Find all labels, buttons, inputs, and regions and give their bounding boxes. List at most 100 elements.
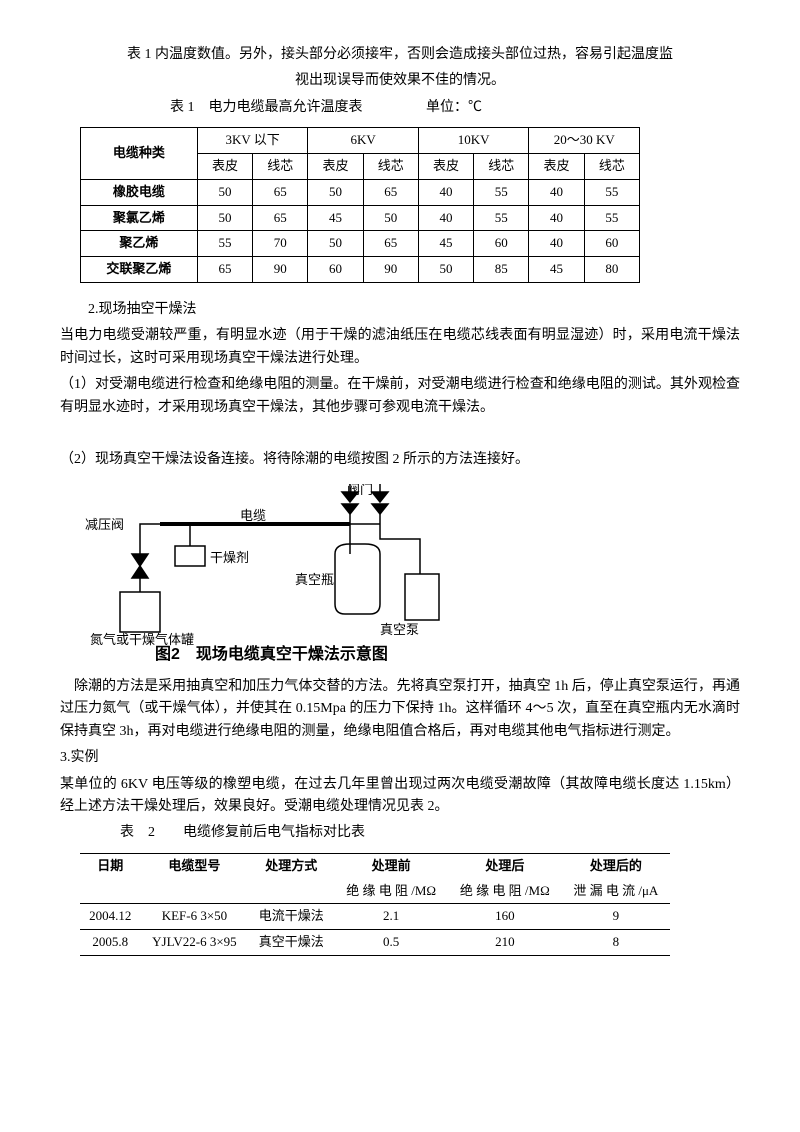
lbl-cable: 电缆 <box>240 508 266 523</box>
t1-cell: 55 <box>197 231 252 257</box>
t1-cell: 55 <box>474 205 529 231</box>
t2sh: 绝 缘 电 阻 /MΩ <box>448 879 562 904</box>
t1-sh: 线芯 <box>363 153 418 179</box>
t2-cell: 电流干燥法 <box>248 904 334 930</box>
t1-cell: 90 <box>253 257 308 283</box>
t1-cell: 65 <box>363 231 418 257</box>
t2h: 处理后的 <box>562 853 670 878</box>
t1-cell: 40 <box>418 205 473 231</box>
t2-cell: KEF-6 3×50 <box>141 904 249 930</box>
t1-cell: 50 <box>308 179 363 205</box>
t1-cell: 70 <box>253 231 308 257</box>
table1-head: 电缆种类 3KV 以下 6KV 10KV 20～30 KV 表皮线芯 表皮线芯 … <box>81 128 640 180</box>
table1-caption-row: 表 1 电力电缆最高允许温度表 单位：℃ <box>60 97 740 119</box>
table-row: 交联聚乙烯6590609050854580 <box>81 257 640 283</box>
t1-cell: 50 <box>197 179 252 205</box>
t1-cell: 80 <box>584 257 639 283</box>
lbl-gas: 氮气或干燥气体罐 <box>90 632 194 647</box>
table1: 电缆种类 3KV 以下 6KV 10KV 20～30 KV 表皮线芯 表皮线芯 … <box>80 127 640 283</box>
sec3-p1: 某单位的 6KV 电压等级的橡塑电缆，在过去几年里曾出现过两次电缆受潮故障（其故… <box>60 774 740 819</box>
figure2-diagram: 阀门 减压阀 电缆 干燥剂 氮气或干燥气体罐 真空瓶 真空泵 图2 现场电缆真空… <box>80 484 740 672</box>
t1-cell: 65 <box>197 257 252 283</box>
lbl-pump: 真空泵 <box>380 622 419 637</box>
t2-cell: 2004.12 <box>80 904 141 930</box>
lbl-valve: 阀门 <box>347 484 373 497</box>
table1-unit: 单位：℃ <box>426 100 482 115</box>
t1-h-g4: 20～30 KV <box>529 128 640 154</box>
table1-caption: 表 1 电力电缆最高允许温度表 <box>170 100 363 115</box>
t1-cell: 40 <box>529 179 584 205</box>
table2: 日期 电缆型号 处理方式 处理前 处理后 处理后的 绝 缘 电 阻 /MΩ 绝 … <box>80 853 670 956</box>
t1-rowname: 橡胶电缆 <box>81 179 198 205</box>
t1-sh: 表皮 <box>418 153 473 179</box>
t1-cell: 55 <box>474 179 529 205</box>
t2-cell: 9 <box>562 904 670 930</box>
diagram-svg: 阀门 减压阀 电缆 干燥剂 氮气或干燥气体罐 真空瓶 真空泵 图2 现场电缆真空… <box>80 484 500 664</box>
t1-cell: 65 <box>363 179 418 205</box>
table2-head: 日期 电缆型号 处理方式 处理前 处理后 处理后的 绝 缘 电 阻 /MΩ 绝 … <box>80 853 670 904</box>
t1-cell: 45 <box>418 231 473 257</box>
lbl-reducer: 减压阀 <box>85 517 124 532</box>
t1-cell: 60 <box>308 257 363 283</box>
t2-cell: 0.5 <box>334 930 448 956</box>
t2h: 处理方式 <box>248 853 334 878</box>
t1-h-kind: 电缆种类 <box>81 128 198 180</box>
t1-rowname: 聚乙烯 <box>81 231 198 257</box>
lbl-bottle: 真空瓶 <box>295 572 334 587</box>
t2h: 电缆型号 <box>141 853 249 878</box>
t2-cell: YJLV22-6 3×95 <box>141 930 249 956</box>
sec2-heading: 2.现场抽空干燥法 <box>60 299 740 321</box>
t2h: 日期 <box>80 853 141 878</box>
t1-cell: 40 <box>529 231 584 257</box>
t1-cell: 50 <box>197 205 252 231</box>
t1-cell: 50 <box>363 205 418 231</box>
t1-sh: 线芯 <box>584 153 639 179</box>
t1-cell: 55 <box>584 205 639 231</box>
table-row: 聚乙烯5570506545604060 <box>81 231 640 257</box>
t1-rowname: 交联聚乙烯 <box>81 257 198 283</box>
sec2b-p4: 除潮的方法是采用抽真空和加压力气体交替的方法。先将真空泵打开，抽真空 1h 后，… <box>60 676 740 743</box>
t1-cell: 45 <box>529 257 584 283</box>
t2sh: 绝 缘 电 阻 /MΩ <box>334 879 448 904</box>
t1-h-g3: 10KV <box>418 128 529 154</box>
table-row: 2005.8YJLV22-6 3×95真空干燥法0.52108 <box>80 930 670 956</box>
sec2-p3: （2）现场真空干燥法设备连接。将待除潮的电缆按图 2 所示的方法连接好。 <box>60 449 740 471</box>
sec2-p2: （1）对受潮电缆进行检查和绝缘电阻的测量。在干燥前，对受潮电缆进行检查和绝缘电阻… <box>60 374 740 419</box>
table1-body: 橡胶电缆5065506540554055聚氯乙烯5065455040554055… <box>81 179 640 282</box>
t2-cell: 160 <box>448 904 562 930</box>
t1-cell: 65 <box>253 205 308 231</box>
t1-h-g2: 6KV <box>308 128 419 154</box>
t1-sh: 线芯 <box>253 153 308 179</box>
t2sh: 泄 漏 电 流 /μA <box>562 879 670 904</box>
t1-cell: 40 <box>418 179 473 205</box>
t1-sh: 线芯 <box>474 153 529 179</box>
t1-sh: 表皮 <box>197 153 252 179</box>
t1-cell: 65 <box>253 179 308 205</box>
t2-cell: 2.1 <box>334 904 448 930</box>
t1-sh: 表皮 <box>529 153 584 179</box>
table2-caption: 表 2 电缆修复前后电气指标对比表 <box>120 822 740 844</box>
t1-cell: 60 <box>584 231 639 257</box>
lbl-dryer: 干燥剂 <box>210 550 249 565</box>
t1-cell: 45 <box>308 205 363 231</box>
table-row: 橡胶电缆5065506540554055 <box>81 179 640 205</box>
t1-cell: 40 <box>529 205 584 231</box>
sec3-heading: 3.实例 <box>60 747 740 769</box>
t2h: 处理后 <box>448 853 562 878</box>
t2-cell: 真空干燥法 <box>248 930 334 956</box>
t2-cell: 8 <box>562 930 670 956</box>
t1-cell: 55 <box>584 179 639 205</box>
intro-line2: 视出现误导而使效果不佳的情况。 <box>60 70 740 92</box>
intro-line1: 表 1 内温度数值。另外，接头部分必须接牢，否则会造成接头部位过热，容易引起温度… <box>60 44 740 66</box>
t1-cell: 85 <box>474 257 529 283</box>
table2-body: 2004.12KEF-6 3×50电流干燥法2.116092005.8YJLV2… <box>80 904 670 956</box>
t1-cell: 60 <box>474 231 529 257</box>
t1-cell: 50 <box>418 257 473 283</box>
table-row: 2004.12KEF-6 3×50电流干燥法2.11609 <box>80 904 670 930</box>
t1-cell: 50 <box>308 231 363 257</box>
t1-sh: 表皮 <box>308 153 363 179</box>
t1-h-g1: 3KV 以下 <box>197 128 308 154</box>
t2-cell: 2005.8 <box>80 930 141 956</box>
t1-cell: 90 <box>363 257 418 283</box>
t2h: 处理前 <box>334 853 448 878</box>
